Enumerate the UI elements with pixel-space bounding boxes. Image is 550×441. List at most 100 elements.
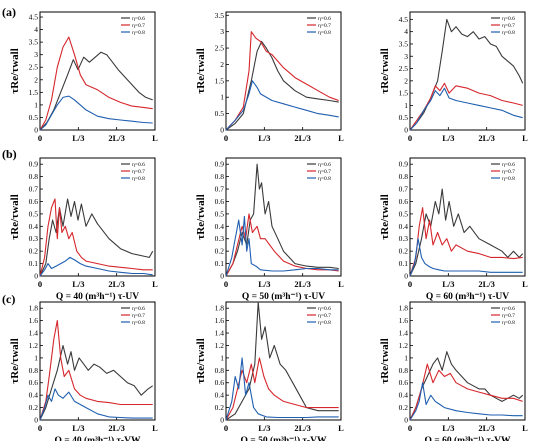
x-tick-label: L/3 [442, 133, 454, 143]
y-tick-label: 0.7 [29, 185, 39, 194]
y-tick-label: 3 [404, 52, 408, 61]
series-line-η=0.8 [39, 95, 153, 131]
y-tick-label: 0.8 [29, 172, 39, 181]
y-tick-label: 1.4 [399, 329, 409, 338]
y-tick-label: 0.4 [399, 391, 409, 400]
subplot-b2: 0 0.1 0.2 0.3 0.4 0.5 0.6 0.7 0.8 0.9 0 L/3 2L/3 Lη=0… [195, 157, 344, 302]
legend-entry: η=0.7 [502, 169, 515, 175]
legend-entry: η=0.7 [502, 313, 515, 319]
plot-frame [225, 301, 342, 421]
y-tick-label: 1.2 [399, 341, 409, 350]
x-tick-label: 0 [224, 133, 228, 143]
legend-entry: η=0.7 [132, 169, 145, 175]
y-tick-label: 0.6 [399, 197, 409, 206]
y-tick-label: 0.2 [399, 403, 409, 412]
y-tick-label: 1.8 [399, 304, 409, 313]
plot-frame [409, 157, 526, 277]
y-tick-label: 2.5 [29, 63, 39, 72]
x-tick-label: 2L/3 [294, 279, 311, 289]
y-tick-label: 1.2 [29, 341, 39, 350]
y-tick-label: 0.6 [29, 378, 39, 387]
x-tick-label: L/3 [258, 423, 270, 433]
legend-entry: η=0.8 [132, 176, 145, 182]
series-line-η=0.8 [225, 215, 339, 277]
y-tick-label: 0 [404, 272, 408, 281]
x-tick-label: L [338, 279, 344, 289]
legend-entry: η=0.8 [502, 30, 515, 36]
y-tick-label: 1.5 [29, 88, 39, 97]
subplot-c3: 0 0.2 0.4 0.6 0.8 1 1.2 1.4 1.6 1.8 0 L/3 2L/3 Lη=0.6… [379, 301, 528, 441]
y-tick-label: 2 [220, 60, 224, 69]
y-tick-label: 4.5 [29, 13, 39, 22]
legend-entry: η=0.8 [132, 320, 145, 326]
y-tick-label: 1.8 [215, 304, 225, 313]
y-tick-label: 0.7 [215, 185, 225, 194]
legend-entry: η=0.6 [132, 162, 145, 168]
x-tick-label: 2L/3 [108, 423, 125, 433]
y-tick-label: 1 [34, 100, 38, 109]
y-axis-label: τRe/τwall [195, 194, 207, 240]
y-tick-label: 1 [34, 353, 38, 362]
y-tick-label: 0.2 [215, 247, 225, 256]
plot-frame [225, 157, 342, 277]
subplot-c1: 0 0.2 0.4 0.6 0.8 1 1.2 1.4 1.6 1.8 0 L/3 2L/3 Lη=0.6… [9, 301, 158, 441]
y-tick-label: 1.5 [215, 76, 225, 85]
legend-entry: η=0.6 [318, 162, 331, 168]
y-tick-label: 0.5 [215, 209, 225, 218]
subplot-caption: Q = 40 (m³h⁻¹) τ-VW [55, 435, 141, 441]
series-line-η=0.6 [39, 51, 153, 131]
y-tick-label: 0.3 [29, 234, 39, 243]
y-tick-label: 4.5 [399, 15, 409, 24]
y-tick-label: 0.4 [399, 222, 409, 231]
plot-frame [409, 11, 526, 131]
y-tick-label: 0 [34, 416, 38, 425]
x-tick-label: L [152, 423, 158, 433]
series-line-η=0.6 [225, 40, 339, 131]
legend-entry: η=0.8 [318, 176, 331, 182]
legend-entry: η=0.6 [318, 16, 331, 22]
y-tick-label: 0 [220, 272, 224, 281]
y-tick-label: 0.9 [215, 160, 225, 169]
y-tick-label: 0.8 [399, 172, 409, 181]
series-line-η=0.8 [225, 80, 339, 131]
series-line-η=0.8 [409, 87, 523, 131]
y-tick-label: 1.4 [29, 329, 39, 338]
y-tick-label: 0.1 [215, 259, 225, 268]
legend-entry: η=0.7 [132, 313, 145, 319]
legend-entry: η=0.8 [502, 176, 515, 182]
x-tick-label: L [522, 279, 528, 289]
x-tick-label: L/3 [72, 279, 84, 289]
y-tick-label: 2 [404, 76, 408, 85]
x-tick-label: 2L/3 [478, 423, 495, 433]
y-tick-label: 1.8 [29, 304, 39, 313]
y-tick-label: 1 [220, 353, 224, 362]
x-tick-label: 0 [408, 423, 412, 433]
y-tick-label: 0.4 [29, 222, 39, 231]
subplot-b1: 0 0.1 0.2 0.3 0.4 0.5 0.6 0.7 0.8 0.9 0 L/3 2L/3 Lη=0… [9, 157, 158, 302]
plot-frame [39, 11, 156, 131]
series-line-η=0.8 [39, 388, 153, 421]
y-tick-label: 0.5 [399, 113, 409, 122]
subplot-c2: 0 0.2 0.4 0.6 0.8 1 1.2 1.4 1.6 1.8 0 L/3 2L/3 Lη=0.6… [195, 301, 344, 441]
y-tick-label: 0.4 [215, 391, 225, 400]
y-tick-label: 1 [220, 93, 224, 102]
y-tick-label: 0.8 [215, 172, 225, 181]
subplot-a2: 0 0.5 1 1.5 2 2.5 3 3.5 0 L/3 2L/3 Lη=0.6η=0.7η=0.8… [195, 11, 344, 143]
y-tick-label: 1.4 [215, 329, 225, 338]
y-axis-label: τRe/τwall [9, 338, 21, 384]
series-line-η=0.7 [39, 320, 153, 421]
y-axis-label: τRe/τwall [9, 48, 21, 94]
series-line-η=0.7 [225, 31, 339, 131]
subplot-a3: 0 0.5 1 1.5 2 2.5 3 3.5 4 4.5 0 L/3 2L/3 Lη=0.6η=0.7η… [379, 11, 528, 143]
y-tick-label: 0.5 [215, 109, 225, 118]
y-tick-label: 2.5 [399, 64, 409, 73]
y-tick-label: 3.5 [399, 39, 409, 48]
y-tick-label: 0.3 [399, 234, 409, 243]
legend-entry: η=0.8 [132, 30, 145, 36]
x-tick-label: 2L/3 [478, 133, 495, 143]
x-tick-label: L/3 [442, 423, 454, 433]
legend-entry: η=0.8 [502, 320, 515, 326]
y-tick-label: 0.2 [399, 247, 409, 256]
y-tick-label: 3.5 [215, 11, 225, 20]
y-tick-label: 0.6 [215, 197, 225, 206]
